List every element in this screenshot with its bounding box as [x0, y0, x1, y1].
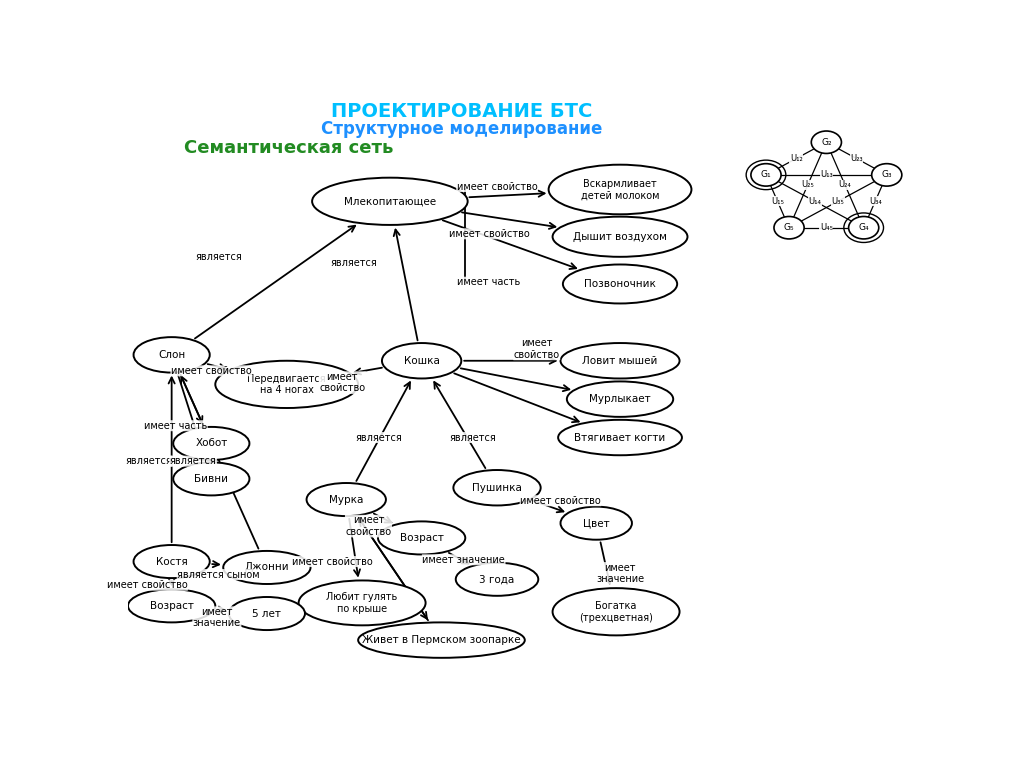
Text: 5 лет: 5 лет — [253, 608, 282, 618]
Text: имеет свойство: имеет свойство — [449, 229, 529, 239]
Text: имеет
значение: имеет значение — [596, 562, 644, 584]
Text: Богатка
(трехцветная): Богатка (трехцветная) — [580, 601, 653, 623]
Text: Дышит воздухом: Дышит воздухом — [573, 232, 667, 242]
Ellipse shape — [456, 563, 539, 596]
Text: имеет
свойство: имеет свойство — [514, 338, 560, 360]
Ellipse shape — [382, 343, 461, 378]
Text: G₅: G₅ — [783, 223, 795, 232]
Text: Втягивает когти: Втягивает когти — [574, 433, 666, 443]
Ellipse shape — [133, 545, 210, 578]
Ellipse shape — [128, 589, 215, 622]
Ellipse shape — [454, 470, 541, 505]
Ellipse shape — [306, 483, 386, 516]
Ellipse shape — [215, 360, 358, 408]
Text: ПРОЕКТИРОВАНИЕ БТС: ПРОЕКТИРОВАНИЕ БТС — [331, 102, 592, 121]
Text: является: является — [450, 433, 496, 443]
Text: является сыном: является сыном — [177, 570, 260, 580]
Ellipse shape — [560, 343, 680, 378]
Text: является: является — [355, 433, 402, 443]
Text: Любит гулять
по крыше: Любит гулять по крыше — [327, 592, 397, 614]
Ellipse shape — [299, 581, 426, 625]
Text: имеет свойство: имеет свойство — [457, 182, 538, 192]
Text: G₁: G₁ — [761, 170, 771, 179]
Text: Хобот: Хобот — [196, 439, 227, 449]
Ellipse shape — [567, 381, 673, 417]
Circle shape — [849, 216, 879, 239]
Text: U₂₅: U₂₅ — [802, 180, 814, 189]
Text: U₃₄: U₃₄ — [868, 197, 882, 206]
Text: является: является — [170, 456, 216, 466]
Text: U₁₅: U₁₅ — [771, 197, 784, 206]
Text: Передвигается
на 4 ногах: Передвигается на 4 ногах — [248, 374, 326, 395]
Text: Структурное моделирование: Структурное моделирование — [321, 120, 602, 138]
Text: Позвоночник: Позвоночник — [584, 279, 656, 289]
Ellipse shape — [228, 597, 305, 630]
Circle shape — [774, 216, 804, 239]
Ellipse shape — [358, 622, 525, 658]
Ellipse shape — [173, 463, 250, 495]
Ellipse shape — [173, 427, 250, 460]
Circle shape — [871, 163, 902, 186]
Text: Млекопитающее: Млекопитающее — [344, 196, 436, 206]
Text: Мурлыкает: Мурлыкает — [589, 394, 651, 404]
Text: U₁₃: U₁₃ — [820, 170, 833, 179]
Text: Слон: Слон — [158, 350, 185, 360]
Text: имеет
свойство: имеет свойство — [345, 515, 391, 537]
Text: U₁₄: U₁₄ — [808, 197, 821, 206]
Text: имеет значение: имеет значение — [422, 555, 505, 565]
Ellipse shape — [133, 337, 210, 373]
Ellipse shape — [560, 507, 632, 540]
Circle shape — [751, 163, 781, 186]
Text: U₂₃: U₂₃ — [850, 154, 863, 163]
Text: является: является — [196, 252, 243, 262]
Text: Костя: Костя — [156, 557, 187, 567]
Text: Бивни: Бивни — [195, 474, 228, 484]
Circle shape — [811, 131, 842, 153]
Text: Живет в Пермском зоопарке: Живет в Пермском зоопарке — [362, 635, 521, 645]
Text: имеет свойство: имеет свойство — [293, 557, 373, 567]
Ellipse shape — [558, 420, 682, 456]
Text: имеет свойство: имеет свойство — [171, 366, 252, 376]
Text: Кошка: Кошка — [403, 356, 439, 366]
Ellipse shape — [549, 165, 691, 214]
Ellipse shape — [223, 551, 310, 584]
Text: имеет свойство: имеет свойство — [520, 495, 601, 505]
Text: G₄: G₄ — [858, 223, 869, 232]
Text: Возраст: Возраст — [150, 601, 194, 611]
Text: G₃: G₃ — [882, 170, 892, 179]
Text: Возраст: Возраст — [399, 533, 443, 543]
Text: U₂₄: U₂₄ — [839, 180, 852, 189]
Text: U₁₂: U₁₂ — [790, 154, 803, 163]
Text: Вскармливает
детей молоком: Вскармливает детей молоком — [581, 179, 659, 200]
Text: Джонни: Джонни — [245, 562, 289, 572]
Text: G₂: G₂ — [821, 138, 831, 146]
Ellipse shape — [563, 265, 677, 304]
Text: U₃₅: U₃₅ — [831, 197, 844, 206]
Text: 3 года: 3 года — [479, 574, 515, 584]
Text: является: является — [331, 258, 378, 268]
Text: Семантическая сеть: Семантическая сеть — [183, 139, 393, 157]
Text: Ловит мышей: Ловит мышей — [583, 356, 657, 366]
Text: является: является — [125, 456, 172, 466]
Text: имеет часть: имеет часть — [458, 277, 521, 287]
Text: U₄₅: U₄₅ — [820, 223, 833, 232]
Text: Цвет: Цвет — [583, 518, 609, 528]
Ellipse shape — [553, 216, 687, 257]
Text: имеет часть: имеет часть — [144, 421, 207, 431]
Text: имеет свойство: имеет свойство — [106, 580, 187, 590]
Text: имеет
свойство: имеет свойство — [319, 372, 366, 393]
Text: Мурка: Мурка — [329, 495, 364, 505]
Text: имеет
значение: имеет значение — [193, 607, 241, 628]
Text: Пушинка: Пушинка — [472, 482, 522, 492]
Ellipse shape — [312, 178, 468, 225]
Ellipse shape — [553, 588, 680, 635]
Ellipse shape — [378, 522, 465, 555]
